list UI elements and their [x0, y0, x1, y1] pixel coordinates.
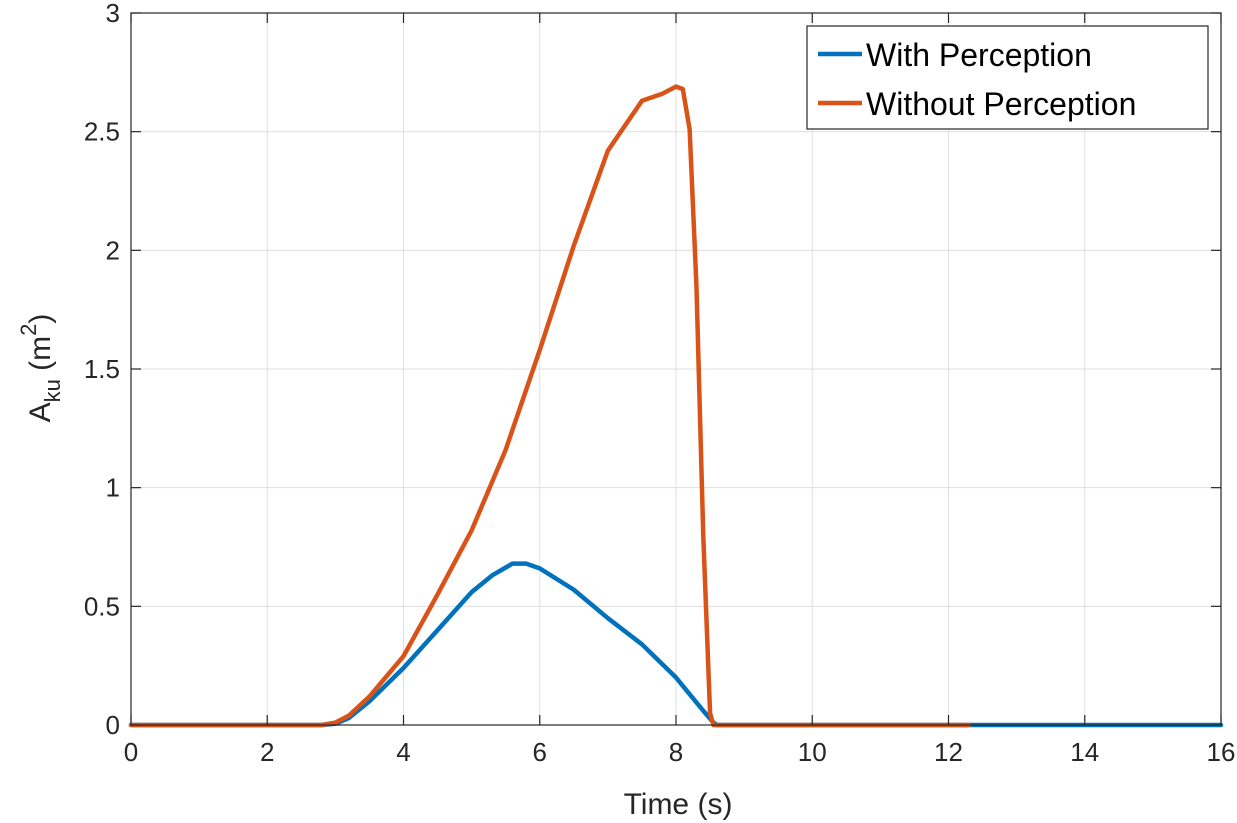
x-tick-label: 6: [533, 737, 547, 767]
y-axis-title-main: A: [24, 402, 57, 422]
x-tick-label: 12: [934, 737, 963, 767]
x-tick-label: 4: [396, 737, 410, 767]
legend-label-without-perception: Without Perception: [866, 86, 1136, 122]
x-tick-label: 10: [798, 737, 827, 767]
y-axis-title-subscript: ku: [40, 379, 65, 402]
y-axis-title-superscript: 2: [16, 324, 41, 336]
legend-label-with-perception: With Perception: [866, 37, 1092, 73]
y-axis-title-close: ): [24, 314, 57, 324]
x-tick-label: 2: [260, 737, 274, 767]
x-tick-label: 16: [1207, 737, 1236, 767]
y-tick-label: 0.5: [84, 591, 120, 621]
x-tick-label: 14: [1070, 737, 1099, 767]
y-axis-title-unit: (m: [24, 336, 57, 379]
axes: [130, 12, 1222, 726]
legend-box: [806, 25, 1209, 130]
y-tick-label: 2.5: [84, 117, 120, 147]
y-tick-label: 0: [106, 710, 120, 740]
x-tick-label: 0: [124, 737, 138, 767]
series-line-without-perception: [128, 84, 972, 728]
y-tick-label: 3: [106, 0, 120, 28]
grid-lines: [131, 13, 1221, 725]
y-tick-label: 2: [106, 235, 120, 265]
x-tick-label: 8: [669, 737, 683, 767]
y-axis-title: Aku (m2): [16, 314, 65, 423]
y-tick-label: 1.5: [84, 354, 120, 384]
legend: With Perception Without Perception: [806, 25, 1209, 130]
x-axis-title: Time (s): [624, 788, 733, 821]
y-tick-label: 1: [106, 473, 120, 503]
tick-labels: 0 2 4 6 8 10 12 14 16 0 0.5 1 1.5 2 2.5 3: [84, 0, 1236, 767]
